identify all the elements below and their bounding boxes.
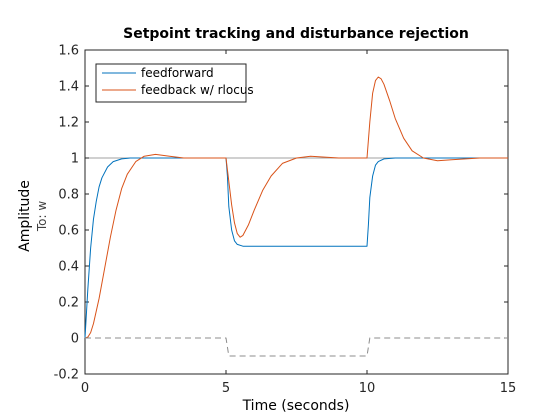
y-tick-label: 1.4 bbox=[58, 80, 79, 95]
y-tick-label: 1.6 bbox=[58, 44, 79, 59]
y-axis-label: Amplitude bbox=[17, 180, 33, 252]
y-tick-label: -0.2 bbox=[54, 368, 79, 383]
x-tick-label: 15 bbox=[500, 381, 517, 396]
y-tick-label: 0.4 bbox=[58, 260, 79, 275]
x-axis-label: Time (seconds) bbox=[242, 398, 350, 414]
axes-box bbox=[84, 49, 509, 375]
x-tick-label: 10 bbox=[359, 381, 376, 396]
y-tick-label: 0.2 bbox=[58, 296, 79, 311]
y-tick-label: 0 bbox=[71, 332, 79, 347]
y-tick-label: 1.2 bbox=[58, 116, 79, 131]
y-tick-label: 0.6 bbox=[58, 224, 79, 239]
output-channel-label: To: w bbox=[35, 201, 49, 232]
y-tick-label: 0.8 bbox=[58, 188, 79, 203]
plot-area: 0 5 10 15-0.200.20.40.60.811.21.41.6 bbox=[54, 44, 517, 397]
legend-box bbox=[95, 63, 247, 103]
series-line-2 bbox=[84, 76, 508, 339]
chart-title: Setpoint tracking and disturbance reject… bbox=[123, 26, 469, 42]
series-line-1 bbox=[84, 157, 508, 339]
legend: feedforward feedback w/ rlocus bbox=[95, 63, 254, 103]
y-tick-label: 1 bbox=[71, 152, 79, 167]
x-tick-label: 5 bbox=[222, 381, 230, 396]
x-tick-label: 0 bbox=[81, 381, 89, 396]
legend-entry: feedforward bbox=[141, 66, 214, 80]
input-signal-line bbox=[85, 337, 508, 357]
legend-entry: feedback w/ rlocus bbox=[141, 83, 254, 97]
